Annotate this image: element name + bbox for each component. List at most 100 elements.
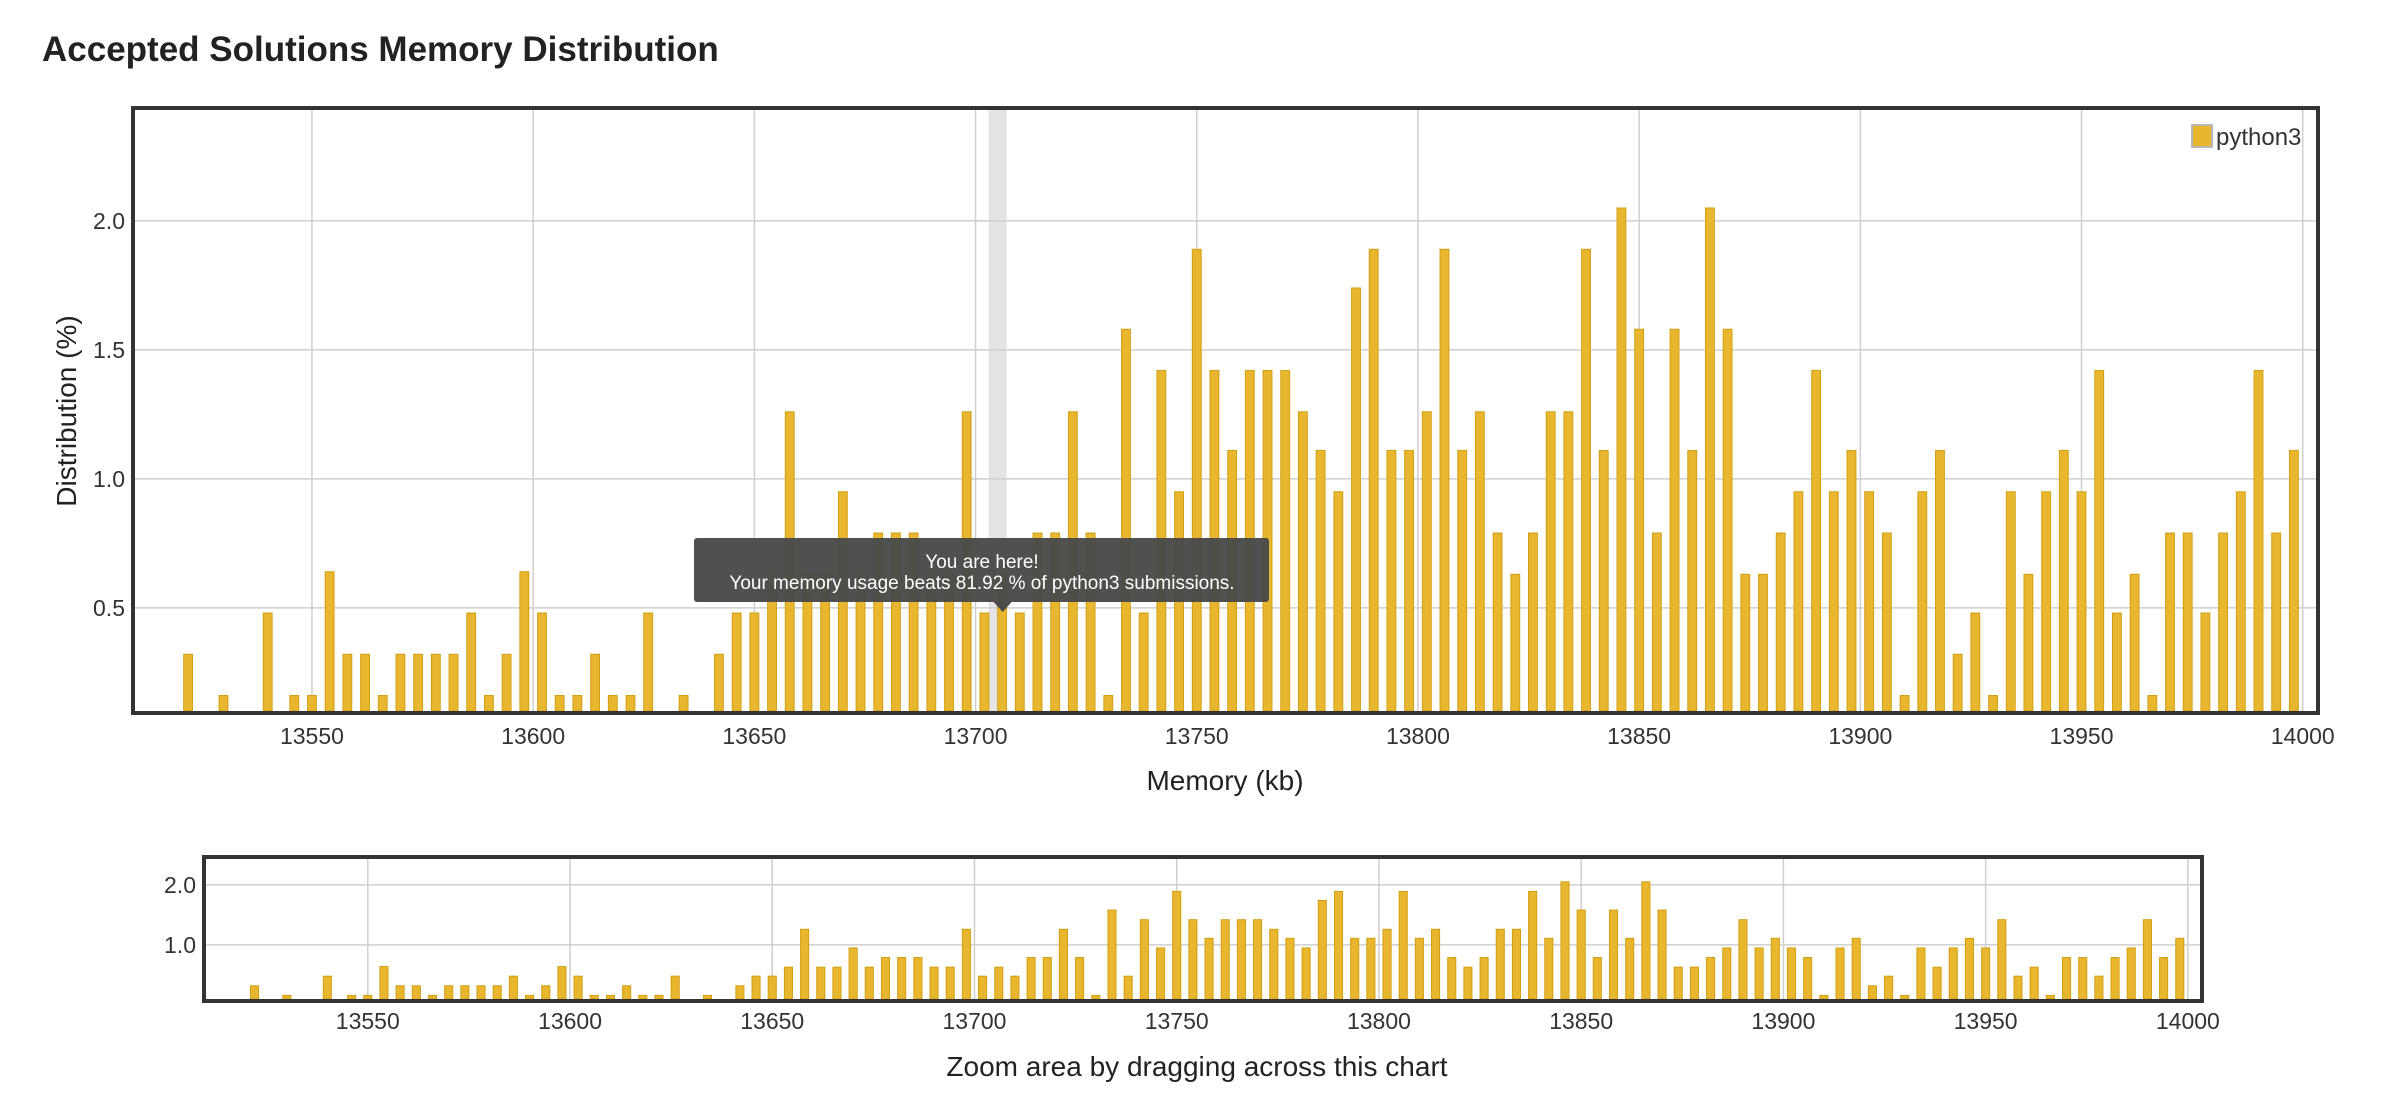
main-bar[interactable] [1669, 328, 1680, 712]
main-bar[interactable] [1740, 573, 1751, 712]
main-bar[interactable] [2111, 612, 2122, 712]
main-bar[interactable] [342, 653, 353, 712]
main-bar[interactable] [1386, 449, 1397, 712]
main-bar[interactable] [1280, 370, 1291, 712]
main-bar[interactable] [1970, 612, 1981, 712]
main-bar[interactable] [1899, 695, 1910, 712]
main-bar[interactable] [307, 695, 317, 712]
main-bar[interactable] [2235, 491, 2246, 712]
main-bar[interactable] [1988, 695, 1998, 712]
main-bar[interactable] [1651, 532, 1662, 712]
main-bar[interactable] [1138, 612, 1149, 712]
main-bar[interactable] [1103, 695, 1114, 712]
main-bar[interactable] [1722, 328, 1733, 712]
main-bar[interactable] [1616, 207, 1627, 712]
main-bar[interactable] [2023, 573, 2034, 712]
main-bar[interactable] [1881, 532, 1892, 712]
main-bar[interactable] [2200, 612, 2211, 712]
main-bar[interactable] [1687, 449, 1698, 712]
main-bar[interactable] [2271, 532, 2282, 712]
legend[interactable]: python3 [2191, 124, 2301, 151]
main-bar[interactable] [1014, 612, 1025, 712]
zoom-navigator-chart[interactable]: 1.0 2.0 13550 13600 13650 13700 13750 13800 138… [164, 855, 2220, 1082]
main-bar[interactable] [2058, 449, 2069, 712]
main-bar[interactable] [2253, 370, 2264, 712]
main-bar[interactable] [2041, 491, 2052, 712]
main-bar[interactable] [519, 571, 530, 712]
main-bar[interactable] [1598, 449, 1609, 712]
main-bar[interactable] [1811, 370, 1822, 712]
main-bar[interactable] [1439, 248, 1450, 712]
main-bar[interactable] [1474, 411, 1485, 712]
main-bar[interactable] [2094, 370, 2105, 712]
main-bar[interactable] [2005, 491, 2016, 712]
main-bar[interactable] [1828, 491, 1839, 712]
main-bar[interactable] [625, 695, 636, 712]
main-bar[interactable] [2129, 573, 2140, 712]
main-bar[interactable] [731, 612, 742, 712]
main-bar[interactable] [1775, 532, 1786, 712]
main-bar[interactable] [1492, 532, 1503, 712]
main-bar[interactable] [466, 612, 477, 712]
main-bar[interactable] [1404, 449, 1415, 712]
main-bar[interactable] [1510, 573, 1521, 712]
main-bar[interactable] [1421, 411, 1432, 712]
legend-swatch-python3[interactable] [2191, 124, 2213, 148]
main-bar[interactable] [218, 695, 229, 712]
main-bar[interactable] [714, 653, 724, 712]
main-bar[interactable] [572, 695, 583, 712]
main-bar[interactable] [643, 612, 654, 712]
main-bar[interactable] [1191, 248, 1202, 712]
main-chart[interactable]: 0.51.01.52.0 13550 13600 13650 13700 13750 13… [51, 106, 2335, 796]
main-bar[interactable] [1315, 449, 1326, 712]
main-bar[interactable] [2218, 532, 2229, 712]
main-bar[interactable] [1935, 449, 1945, 712]
legend-label-python3[interactable]: python3 [2216, 124, 2301, 151]
main-bar[interactable] [289, 695, 300, 712]
main-bar[interactable] [1864, 491, 1875, 712]
main-bar[interactable] [413, 653, 424, 712]
main-bar[interactable] [2076, 491, 2087, 712]
main-bar[interactable] [2288, 449, 2299, 712]
main-bar[interactable] [483, 695, 494, 712]
main-bar[interactable] [2147, 695, 2158, 712]
main-bar[interactable] [1121, 328, 1131, 712]
main-bar[interactable] [1297, 411, 1308, 712]
main-bar[interactable] [607, 695, 618, 712]
main-bar[interactable] [1581, 248, 1591, 712]
main-bar[interactable] [360, 653, 370, 712]
main-bar[interactable] [377, 695, 388, 712]
main-bar[interactable] [1457, 449, 1468, 712]
main-bar[interactable] [1563, 411, 1574, 712]
main-bar[interactable] [1545, 411, 1556, 712]
main-bar[interactable] [448, 653, 459, 712]
main-plot-area[interactable] [133, 108, 2318, 713]
main-bar[interactable] [554, 695, 565, 712]
main-bar[interactable] [1351, 287, 1361, 712]
main-bar[interactable] [1793, 491, 1804, 712]
main-bar[interactable] [678, 695, 689, 712]
main-bar[interactable] [183, 653, 194, 712]
main-bar[interactable] [1952, 653, 1963, 712]
main-bar[interactable] [1758, 573, 1768, 712]
main-bar[interactable] [1634, 328, 1645, 712]
main-bar[interactable] [395, 653, 406, 712]
main-bar[interactable] [1846, 449, 1857, 712]
main-bar[interactable] [262, 612, 273, 712]
main-bar[interactable] [1368, 248, 1379, 712]
main-bar[interactable] [1528, 532, 1538, 712]
main-bar[interactable] [1704, 207, 1715, 712]
main-bar[interactable] [430, 653, 441, 712]
main-bar[interactable] [2165, 532, 2175, 712]
main-bar[interactable] [1917, 491, 1928, 712]
main-bar[interactable] [590, 653, 601, 712]
main-bar[interactable] [1333, 491, 1344, 712]
main-bar[interactable] [537, 612, 547, 712]
main-bar[interactable] [979, 612, 990, 712]
navigator-plot-area[interactable] [204, 857, 2202, 1001]
main-bar[interactable] [324, 571, 335, 712]
main-bar[interactable] [749, 612, 760, 712]
main-bar[interactable] [2182, 532, 2193, 712]
main-bar[interactable] [501, 653, 512, 712]
